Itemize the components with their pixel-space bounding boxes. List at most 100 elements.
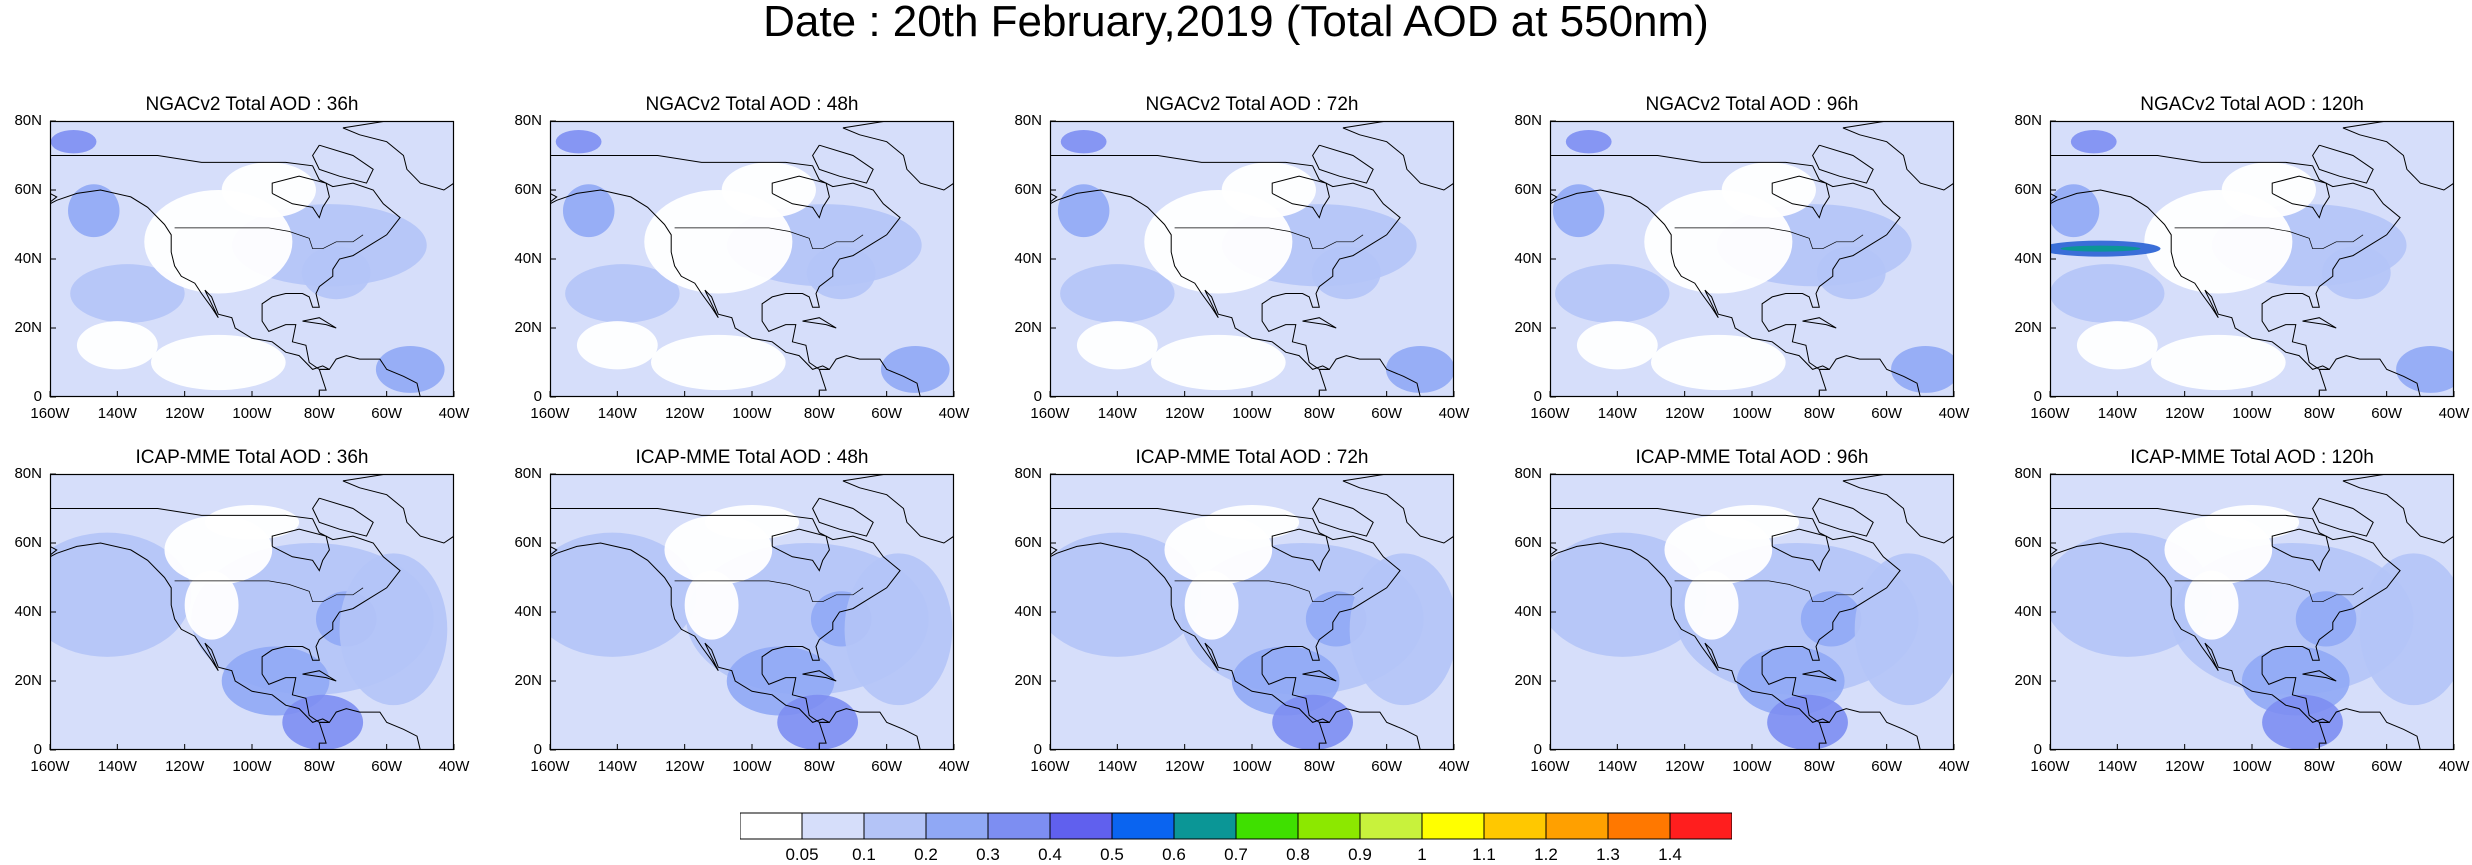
aod-region: [1854, 553, 1954, 706]
colorbar-label: 1.1: [1472, 845, 1496, 864]
low-aod-region: [704, 505, 800, 540]
low-aod-region: [576, 321, 658, 370]
lon-label: 120W: [2165, 405, 2205, 422]
colorbar-label: 0.9: [1348, 845, 1372, 864]
low-aod-region: [221, 162, 316, 218]
aod-region: [1050, 532, 1202, 657]
country-border: [2174, 227, 2364, 250]
coastline: [802, 317, 837, 329]
lon-label: 80W: [803, 405, 835, 422]
lon-label: 160W: [530, 405, 570, 422]
lon-label: 160W: [1030, 758, 1070, 775]
panel-title: NGACv2 Total AOD : 36h: [145, 94, 359, 115]
lat-label: 80N: [514, 465, 542, 482]
colorbar-swatch: [1483, 812, 1547, 840]
lat-label: 80N: [2014, 112, 2042, 129]
lon-label: 120W: [665, 405, 705, 422]
low-aod-region: [1684, 570, 1739, 640]
low-aod-region: [2076, 321, 2158, 370]
lat-label: 40N: [1514, 603, 1542, 620]
panel-title: ICAP-MME Total AOD : 36h: [135, 447, 369, 468]
panel-title: NGACv2 Total AOD : 72h: [1145, 94, 1359, 115]
lon-label: 100W: [1232, 405, 1272, 422]
country-border: [174, 227, 364, 250]
low-aod-region: [2184, 570, 2239, 640]
map-panel: ICAP-MME Total AOD : 36h 80N 60N 40N 20N 0 160…: [14, 447, 469, 776]
map-panel: NGACv2 Total AOD : 48h 80N 60N 40N 20N 0 160W 1…: [514, 95, 969, 423]
map-panel: NGACv2 Total AOD : 120h 80N 60N 40N 20N 0 160W…: [2014, 94, 2469, 423]
lon-label: 140W: [97, 758, 137, 775]
coastline: [1812, 497, 1874, 537]
coastline: [50, 155, 401, 370]
aod-region: [1816, 246, 1886, 300]
lat-label: 80N: [1514, 112, 1542, 129]
coastline: [1342, 474, 1454, 544]
lon-label: 160W: [2030, 405, 2070, 422]
lat-label: 40N: [2014, 250, 2042, 267]
lat-label: 0: [533, 741, 542, 758]
aod-region: [2295, 591, 2357, 647]
lat-label: 0: [2033, 388, 2042, 405]
coastline: [2050, 508, 2401, 723]
lat-label: 60N: [1514, 534, 1542, 551]
lon-label: 60W: [1371, 405, 1403, 422]
coastline: [342, 121, 454, 191]
low-aod-region: [76, 321, 158, 370]
aod-region: [1800, 591, 1862, 647]
lon-label: 40W: [2438, 758, 2470, 775]
lon-label: 60W: [2371, 758, 2403, 775]
aod-map: [1549, 473, 1955, 751]
aod-region: [2359, 553, 2454, 706]
colorbar-label: 0.4: [1038, 845, 1062, 864]
lon-label: 100W: [1732, 758, 1772, 775]
lon-label: 80W: [2303, 405, 2335, 422]
coastline: [2312, 497, 2374, 537]
coastline: [302, 670, 337, 682]
colorbar-label: 0.2: [914, 845, 938, 864]
aod-region: [50, 129, 97, 154]
lat-label: 0: [1533, 741, 1542, 758]
aod-region: [1386, 345, 1454, 393]
colorbar-swatch: [1359, 812, 1423, 840]
colorbar-swatch: [863, 812, 927, 840]
aod-region: [1550, 532, 1707, 657]
lon-label: 40W: [2438, 405, 2470, 422]
lat-label: 0: [33, 741, 42, 758]
country-border: [1174, 227, 1364, 250]
lon-label: 60W: [1871, 405, 1903, 422]
lat-label: 60N: [14, 181, 42, 198]
aod-region: [565, 264, 680, 323]
low-aod-region: [151, 334, 286, 391]
lat-label: 20N: [2014, 319, 2042, 336]
lon-label: 140W: [97, 405, 137, 422]
coastline: [1550, 155, 1901, 370]
coastline: [302, 317, 337, 329]
country-border: [2174, 580, 2364, 603]
aod-region: [2241, 646, 2350, 716]
coastline: [1550, 508, 1901, 723]
lon-label: 100W: [2232, 405, 2272, 422]
aod-region: [70, 264, 185, 323]
lon-label: 80W: [303, 758, 335, 775]
aod-region: [221, 646, 330, 716]
colorbar-swatch: [987, 812, 1051, 840]
coastline: [2302, 317, 2337, 329]
coastline: [2050, 155, 2401, 370]
lon-label: 120W: [165, 758, 205, 775]
lon-label: 120W: [1165, 758, 1205, 775]
lon-label: 160W: [1530, 758, 1570, 775]
lat-label: 60N: [14, 534, 42, 551]
colorbar-label: 0.6: [1162, 845, 1186, 864]
low-aod-region: [1204, 505, 1300, 540]
coastline: [312, 144, 374, 184]
map-panel: NGACv2 Total AOD : 72h 80N 60N 40N 20N 0 160W 1…: [1014, 94, 1469, 423]
coastline: [812, 144, 874, 184]
country-border: [674, 580, 864, 603]
coastline: [1050, 155, 1401, 370]
panel-title: NGACv2 Total AOD : 120h: [2140, 94, 2364, 115]
colorbar-label: 1.4: [1658, 845, 1682, 864]
aod-region: [375, 345, 445, 393]
lat-label: 0: [1533, 388, 1542, 405]
lon-label: 160W: [1030, 405, 1070, 422]
lon-label: 140W: [597, 758, 637, 775]
